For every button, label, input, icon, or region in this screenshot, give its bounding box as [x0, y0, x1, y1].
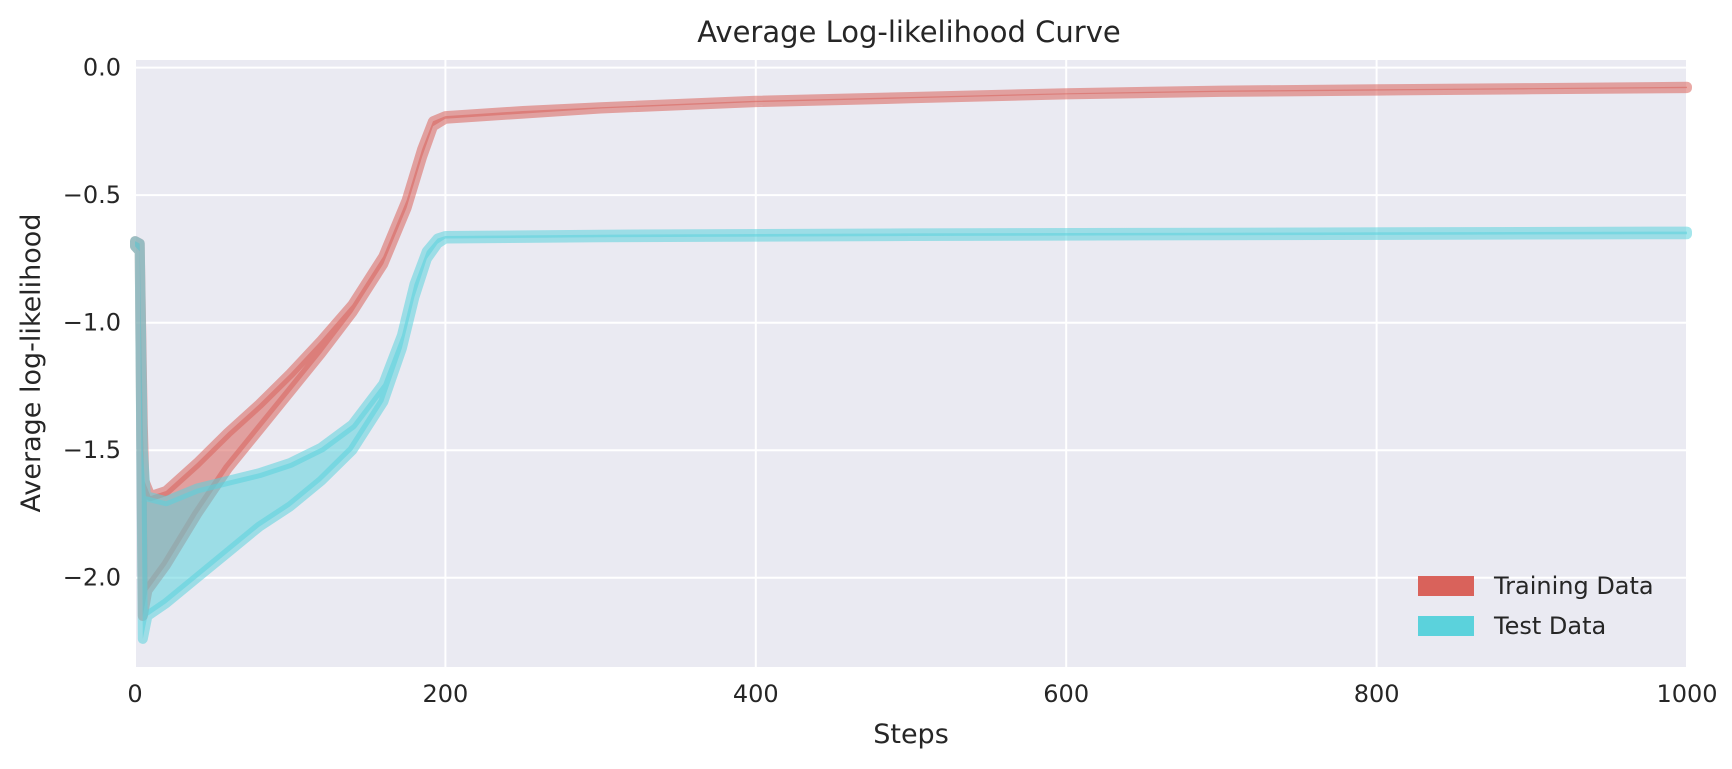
- x-tick-label-4: 800: [1354, 680, 1400, 708]
- series-layer: [130, 81, 1692, 644]
- plot-background: [135, 60, 1687, 667]
- grid-lines: [134, 60, 1688, 667]
- y-tick-label-0: 0.0: [83, 54, 121, 82]
- legend: Training Data Test Data: [1418, 572, 1654, 640]
- series-band-0: [130, 81, 1692, 621]
- legend-label-1: Test Data: [1493, 612, 1606, 640]
- legend-swatch-0: [1418, 576, 1474, 596]
- chart-title: Average Log-likelihood Curve: [697, 15, 1120, 49]
- x-tick-label-2: 400: [733, 680, 779, 708]
- legend-label-0: Training Data: [1493, 572, 1654, 600]
- y-tick-label-2: −1.0: [63, 309, 121, 337]
- x-tick-labels: 0 200 400 600 800 1000: [127, 680, 1717, 708]
- y-tick-label-1: −0.5: [63, 181, 121, 209]
- x-tick-label-3: 600: [1043, 680, 1089, 708]
- x-axis-label: Steps: [873, 719, 949, 750]
- y-tick-label-3: −1.5: [63, 436, 121, 464]
- y-tick-labels: 0.0 −0.5 −1.0 −1.5 −2.0: [63, 54, 121, 592]
- y-tick-label-4: −2.0: [63, 564, 121, 592]
- x-tick-label-5: 1000: [1656, 680, 1717, 708]
- series-band-1: [130, 226, 1692, 644]
- x-tick-label-0: 0: [127, 680, 142, 708]
- y-axis-label: Average log-likelihood: [16, 214, 47, 513]
- x-tick-label-1: 200: [422, 680, 468, 708]
- legend-swatch-1: [1418, 616, 1474, 636]
